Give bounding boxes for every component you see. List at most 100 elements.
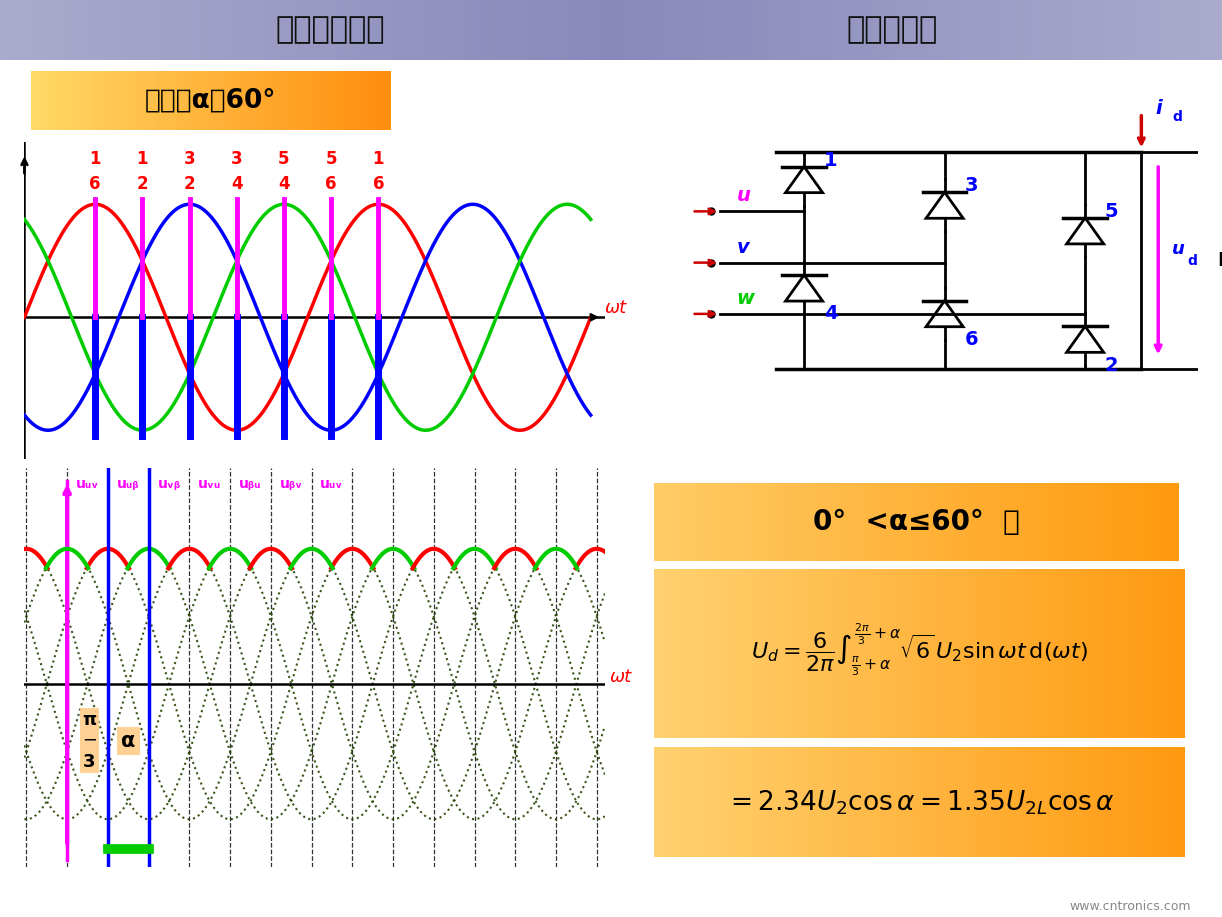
Bar — [281, 0, 288, 60]
Bar — [1057, 0, 1064, 60]
Bar — [1014, 0, 1022, 60]
Bar — [1124, 0, 1132, 60]
Bar — [356, 71, 359, 130]
Bar — [1132, 483, 1138, 561]
Bar — [765, 747, 771, 857]
Bar — [142, 71, 147, 130]
Bar — [293, 0, 301, 60]
Bar — [921, 483, 927, 561]
Bar — [965, 0, 973, 60]
Bar — [34, 71, 38, 130]
Bar — [843, 0, 851, 60]
Bar — [675, 483, 681, 561]
Bar — [1074, 569, 1079, 738]
Bar — [275, 0, 282, 60]
Bar — [60, 71, 64, 130]
Bar — [800, 483, 807, 561]
Bar — [1074, 483, 1080, 561]
Bar — [251, 0, 258, 60]
Bar — [134, 0, 142, 60]
Bar — [749, 747, 755, 857]
Bar — [360, 0, 368, 60]
Bar — [1127, 483, 1133, 561]
Bar — [1106, 569, 1112, 738]
Bar — [744, 569, 750, 738]
Bar — [882, 569, 888, 738]
Bar — [914, 569, 920, 738]
Bar — [159, 0, 166, 60]
Bar — [666, 0, 673, 60]
Bar — [128, 71, 132, 130]
Bar — [226, 0, 233, 60]
Bar — [334, 71, 337, 130]
Bar — [240, 71, 243, 130]
Bar — [927, 483, 932, 561]
Bar — [156, 71, 160, 130]
Bar — [42, 71, 45, 130]
Bar — [654, 569, 660, 738]
Bar — [1004, 747, 1011, 857]
Bar — [670, 483, 676, 561]
Bar — [1163, 483, 1169, 561]
Bar — [1053, 483, 1059, 561]
Text: 三相桥式全控: 三相桥式全控 — [275, 16, 385, 44]
Bar — [221, 71, 226, 130]
Text: 1: 1 — [137, 150, 148, 168]
Bar — [1143, 483, 1149, 561]
Bar — [358, 71, 363, 130]
Bar — [898, 0, 906, 60]
Bar — [887, 747, 893, 857]
Bar — [723, 747, 728, 857]
Bar — [882, 747, 888, 857]
Text: d: d — [1188, 254, 1198, 268]
Bar — [770, 0, 777, 60]
Bar — [110, 0, 117, 60]
Bar — [214, 71, 219, 130]
Bar — [160, 71, 164, 130]
Bar — [304, 71, 308, 130]
Bar — [513, 0, 521, 60]
Bar — [99, 71, 103, 130]
Bar — [6, 0, 13, 60]
Bar — [1063, 483, 1069, 561]
Bar — [132, 71, 136, 130]
Bar — [932, 483, 938, 561]
Bar — [297, 71, 302, 130]
Bar — [208, 0, 215, 60]
Bar — [717, 747, 723, 857]
Bar — [495, 0, 502, 60]
Bar — [925, 569, 931, 738]
Bar — [330, 71, 334, 130]
Bar — [874, 0, 881, 60]
Bar — [1143, 0, 1150, 60]
Bar — [1068, 747, 1074, 857]
Bar — [971, 0, 979, 60]
Bar — [885, 483, 891, 561]
Bar — [164, 71, 167, 130]
Bar — [787, 747, 793, 857]
Bar — [912, 483, 916, 561]
Bar — [208, 71, 211, 130]
Bar — [745, 0, 753, 60]
Bar — [1106, 483, 1112, 561]
Bar — [452, 0, 459, 60]
Bar — [409, 0, 417, 60]
Text: www.cntronics.com: www.cntronics.com — [1069, 900, 1190, 912]
Bar — [695, 483, 701, 561]
Bar — [701, 747, 708, 857]
Bar — [64, 71, 67, 130]
Bar — [342, 0, 349, 60]
Bar — [1167, 0, 1174, 60]
Bar — [743, 483, 749, 561]
Bar — [835, 747, 841, 857]
Bar — [993, 569, 1000, 738]
Bar — [53, 71, 56, 130]
Bar — [365, 71, 370, 130]
Text: u: u — [737, 186, 750, 205]
Bar — [56, 71, 60, 130]
Bar — [880, 483, 886, 561]
Bar — [990, 483, 996, 561]
Bar — [1149, 747, 1154, 857]
Bar — [723, 569, 728, 738]
Bar — [892, 0, 899, 60]
